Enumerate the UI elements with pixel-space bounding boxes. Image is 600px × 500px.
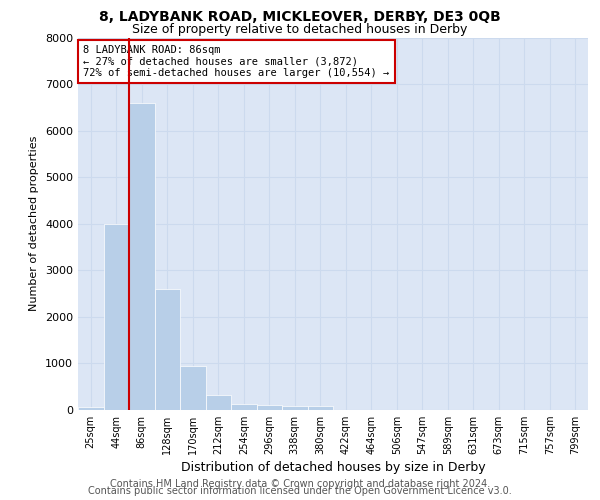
Text: 8 LADYBANK ROAD: 86sqm
← 27% of detached houses are smaller (3,872)
72% of semi-: 8 LADYBANK ROAD: 86sqm ← 27% of detached…: [83, 45, 389, 78]
Bar: [78, 406, 104, 410]
Bar: [231, 404, 257, 410]
Text: Contains HM Land Registry data © Crown copyright and database right 2024.: Contains HM Land Registry data © Crown c…: [110, 479, 490, 489]
Bar: [129, 102, 155, 410]
Bar: [282, 406, 308, 410]
Bar: [104, 224, 129, 410]
Y-axis label: Number of detached properties: Number of detached properties: [29, 136, 40, 312]
Bar: [155, 289, 180, 410]
Text: Size of property relative to detached houses in Derby: Size of property relative to detached ho…: [133, 22, 467, 36]
Bar: [257, 405, 282, 410]
Text: 8, LADYBANK ROAD, MICKLEOVER, DERBY, DE3 0QB: 8, LADYBANK ROAD, MICKLEOVER, DERBY, DE3…: [99, 10, 501, 24]
Bar: [180, 366, 205, 410]
X-axis label: Distribution of detached houses by size in Derby: Distribution of detached houses by size …: [181, 462, 485, 474]
Bar: [308, 406, 333, 410]
Bar: [205, 395, 231, 410]
Text: Contains public sector information licensed under the Open Government Licence v3: Contains public sector information licen…: [88, 486, 512, 496]
